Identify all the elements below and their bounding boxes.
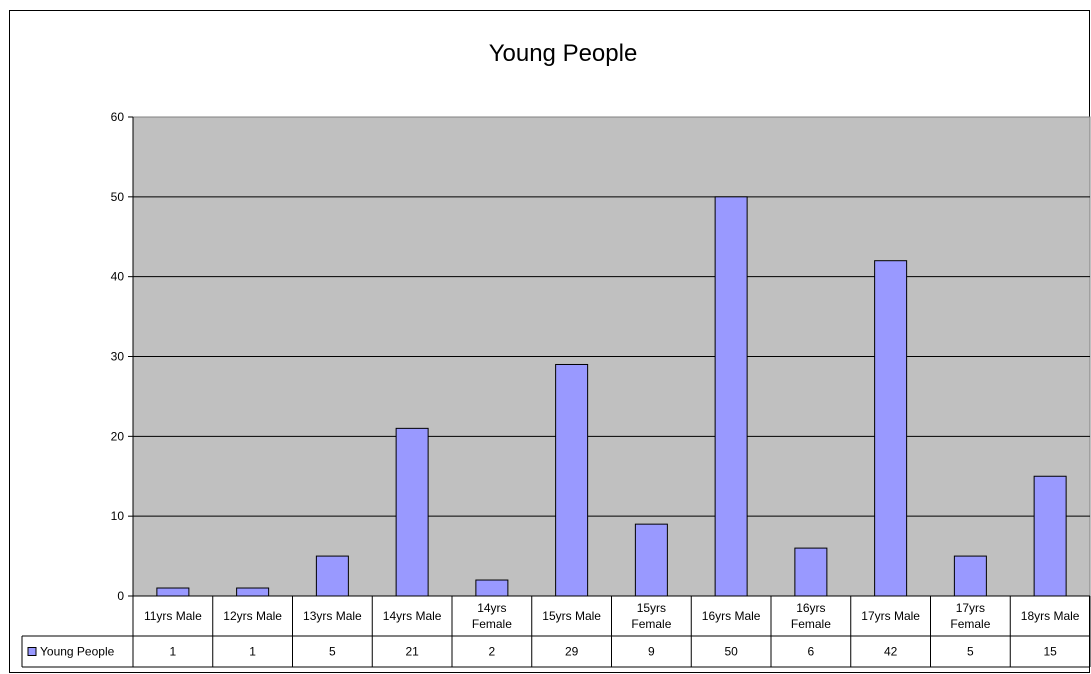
bars [156,196,1067,597]
value-label: 5 [329,645,336,659]
value-label: 2 [489,645,496,659]
y-tick-label: 0 [117,589,124,603]
bar [1033,475,1067,597]
gridlines [133,196,1090,517]
category-label: 12yrs Male [223,609,282,623]
value-label: 6 [808,645,815,659]
value-label: 9 [648,645,655,659]
category-label: 17yrs Female [950,601,990,631]
y-tick-label: 50 [111,190,125,204]
legend-label: Young People [40,645,115,659]
bar [634,523,668,597]
category-label: 13yrs Male [303,609,362,623]
value-label: 15 [1043,645,1057,659]
category-label: 15yrs Female [631,601,671,631]
bar [475,579,509,597]
bar [156,587,190,597]
y-tick-label: 10 [111,509,125,523]
bar [874,260,908,597]
category-label: 14yrs Male [383,609,442,623]
value-label: 21 [405,645,419,659]
value-label: 42 [884,645,898,659]
value-label: 1 [249,645,256,659]
bar [714,196,748,597]
value-label: 29 [565,645,579,659]
bar [236,587,270,597]
chart-title: Young People [489,40,638,67]
bar [555,363,589,597]
value-label: 1 [170,645,177,659]
value-label: 50 [724,645,738,659]
y-tick-label: 40 [111,270,125,284]
bar [953,555,987,597]
y-tick-label: 20 [111,429,125,443]
category-label: 17yrs Male [861,609,920,623]
y-tick-label: 30 [111,350,125,364]
legend-swatch [27,647,37,656]
category-label: 16yrs Male [702,609,761,623]
category-label: 15yrs Male [542,609,601,623]
bar [395,427,429,597]
data-table: 11yrs Male 12yrs Male 13yrs Male 14yrs Male… [21,595,1091,668]
category-label: 14yrs Female [472,601,512,631]
category-label: 16yrs Female [791,601,831,631]
category-label: 11yrs Male [144,609,202,623]
category-label: 18yrs Male [1021,609,1080,623]
axes: 0 10 20 30 40 50 60 [111,110,134,603]
value-label: 5 [967,645,974,659]
y-tick-label: 60 [111,110,125,124]
bar [315,555,349,597]
bar [794,547,828,597]
